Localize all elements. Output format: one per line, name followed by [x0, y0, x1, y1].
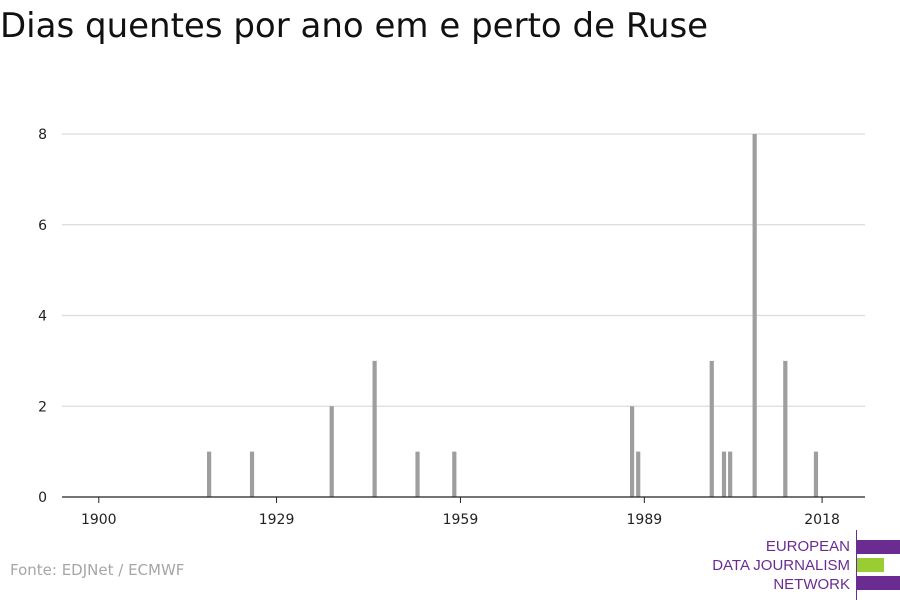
bar [813, 451, 819, 497]
bar [783, 360, 788, 497]
logo-bar-bottom [857, 576, 900, 590]
bar [329, 406, 334, 497]
source-note: Fonte: EDJNet / ECMWF [10, 561, 185, 579]
y-tick-label: 4 [38, 309, 47, 325]
logo-line-3: NETWORK [773, 576, 850, 593]
bar [636, 451, 641, 497]
bar [372, 360, 377, 497]
x-tick-label: 1900 [81, 512, 117, 528]
bar [249, 451, 255, 497]
edjnet-logo: EUROPEAN DATA JOURNALISM NETWORK [700, 530, 900, 600]
y-tick-label: 8 [38, 127, 47, 143]
y-tick-label: 2 [38, 399, 47, 415]
x-tick-label: 1929 [259, 512, 295, 528]
bar [709, 360, 714, 497]
logo-divider [856, 530, 857, 600]
bar [721, 451, 727, 497]
logo-bar-top [857, 540, 900, 554]
y-tick-label: 0 [38, 490, 47, 506]
bar [629, 406, 635, 497]
logo-line-2: DATA JOURNALISM [712, 557, 850, 574]
x-tick-label: 2018 [804, 512, 840, 528]
bar [752, 134, 757, 497]
logo-line-1: EUROPEAN [765, 538, 850, 555]
bar [452, 451, 457, 497]
y-tick-label: 6 [38, 218, 47, 234]
bar [207, 451, 212, 497]
bar [728, 451, 733, 497]
bar [415, 451, 420, 497]
x-tick-label: 1989 [627, 512, 663, 528]
logo-bar-middle [857, 558, 884, 572]
chart-title: Dias quentes por ano em e perto de Ruse [0, 6, 709, 46]
x-tick-label: 1959 [443, 512, 479, 528]
